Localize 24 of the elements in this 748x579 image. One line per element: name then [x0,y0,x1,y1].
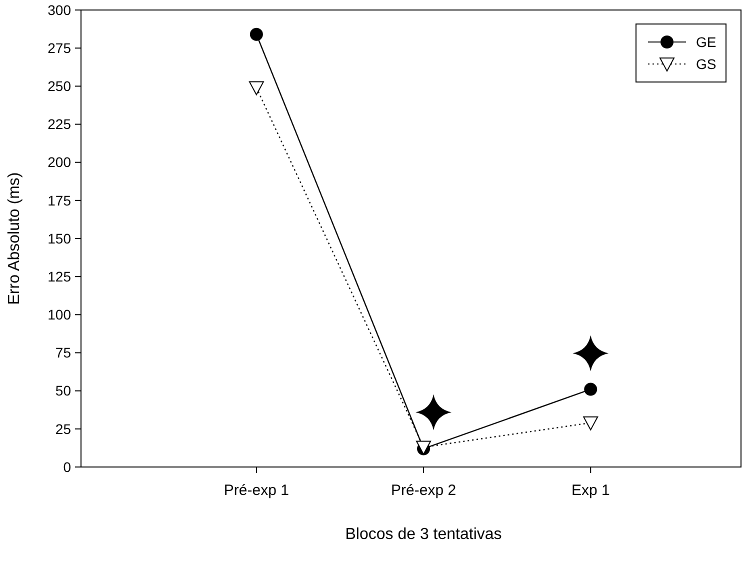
y-tick-label: 200 [48,154,72,170]
legend-label: GS [696,56,716,72]
y-tick-label: 125 [48,268,72,284]
y-tick-label: 0 [63,458,72,475]
y-tick-label: 250 [48,78,72,94]
point [583,416,598,430]
point [248,81,264,96]
point [584,382,598,396]
x-tick-label: Pré-exp 1 [224,482,289,499]
y-tick-label: 75 [55,344,72,361]
y-axis-title: Erro Absoluto (ms) [6,172,23,305]
y-tick-label: 300 [48,2,72,18]
x-axis-title: Blocos de 3 tentativas [345,526,502,543]
legend-label: GE [696,34,716,50]
y-tick-label: 50 [55,382,72,399]
y-tick-label: 225 [48,116,72,132]
x-tick-label: Exp 1 [571,482,610,499]
x-tick-label: Pré-exp 2 [391,482,456,499]
point [250,28,263,41]
y-tick-label: 175 [48,192,72,208]
y-tick-label: 100 [48,306,72,323]
y-tick-label: 25 [55,420,72,437]
y-tick-label: 150 [48,230,72,246]
y-tick-label: 275 [48,40,72,56]
